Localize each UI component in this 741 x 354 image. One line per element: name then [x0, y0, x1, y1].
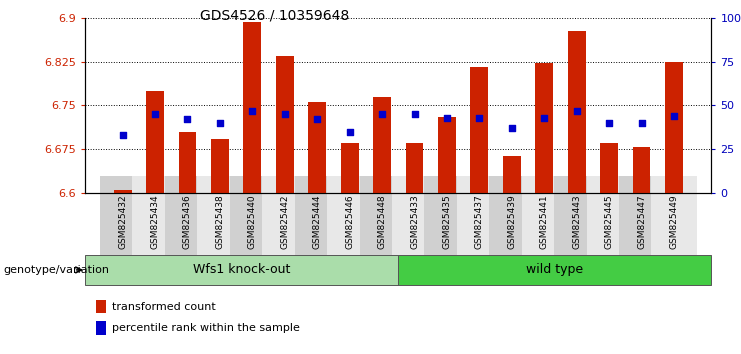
Point: [311, 116, 323, 122]
Bar: [243, 22, 262, 193]
Bar: [146, 91, 164, 193]
Point: [668, 113, 680, 119]
Bar: [568, 30, 585, 193]
Bar: [438, 117, 456, 193]
Bar: [665, 62, 683, 193]
Bar: [341, 143, 359, 193]
Point: [408, 111, 420, 117]
Bar: [503, 156, 521, 193]
Text: GDS4526 / 10359648: GDS4526 / 10359648: [200, 9, 349, 23]
Point: [636, 120, 648, 126]
Bar: [179, 132, 196, 193]
Point: [116, 132, 128, 138]
Point: [344, 129, 356, 135]
Text: percentile rank within the sample: percentile rank within the sample: [112, 323, 300, 333]
Point: [214, 120, 226, 126]
Text: genotype/variation: genotype/variation: [4, 265, 110, 275]
Bar: [535, 63, 554, 193]
Point: [603, 120, 615, 126]
Point: [247, 108, 259, 113]
Text: transformed count: transformed count: [112, 302, 216, 312]
Bar: [308, 102, 326, 193]
Bar: [211, 139, 229, 193]
Point: [473, 115, 485, 120]
Text: wild type: wild type: [526, 263, 583, 276]
Bar: [471, 67, 488, 193]
Text: Wfs1 knock-out: Wfs1 knock-out: [193, 263, 290, 276]
Bar: [276, 56, 293, 193]
Point: [376, 111, 388, 117]
Point: [149, 111, 161, 117]
Bar: [113, 190, 131, 193]
Point: [279, 111, 290, 117]
Bar: [399, 255, 711, 285]
Bar: [405, 143, 423, 193]
Bar: [633, 147, 651, 193]
Point: [506, 125, 518, 131]
Bar: [373, 97, 391, 193]
Point: [571, 108, 582, 113]
Point: [182, 116, 193, 122]
Bar: [85, 255, 399, 285]
Bar: [600, 143, 618, 193]
Point: [441, 115, 453, 120]
Point: [538, 115, 550, 120]
